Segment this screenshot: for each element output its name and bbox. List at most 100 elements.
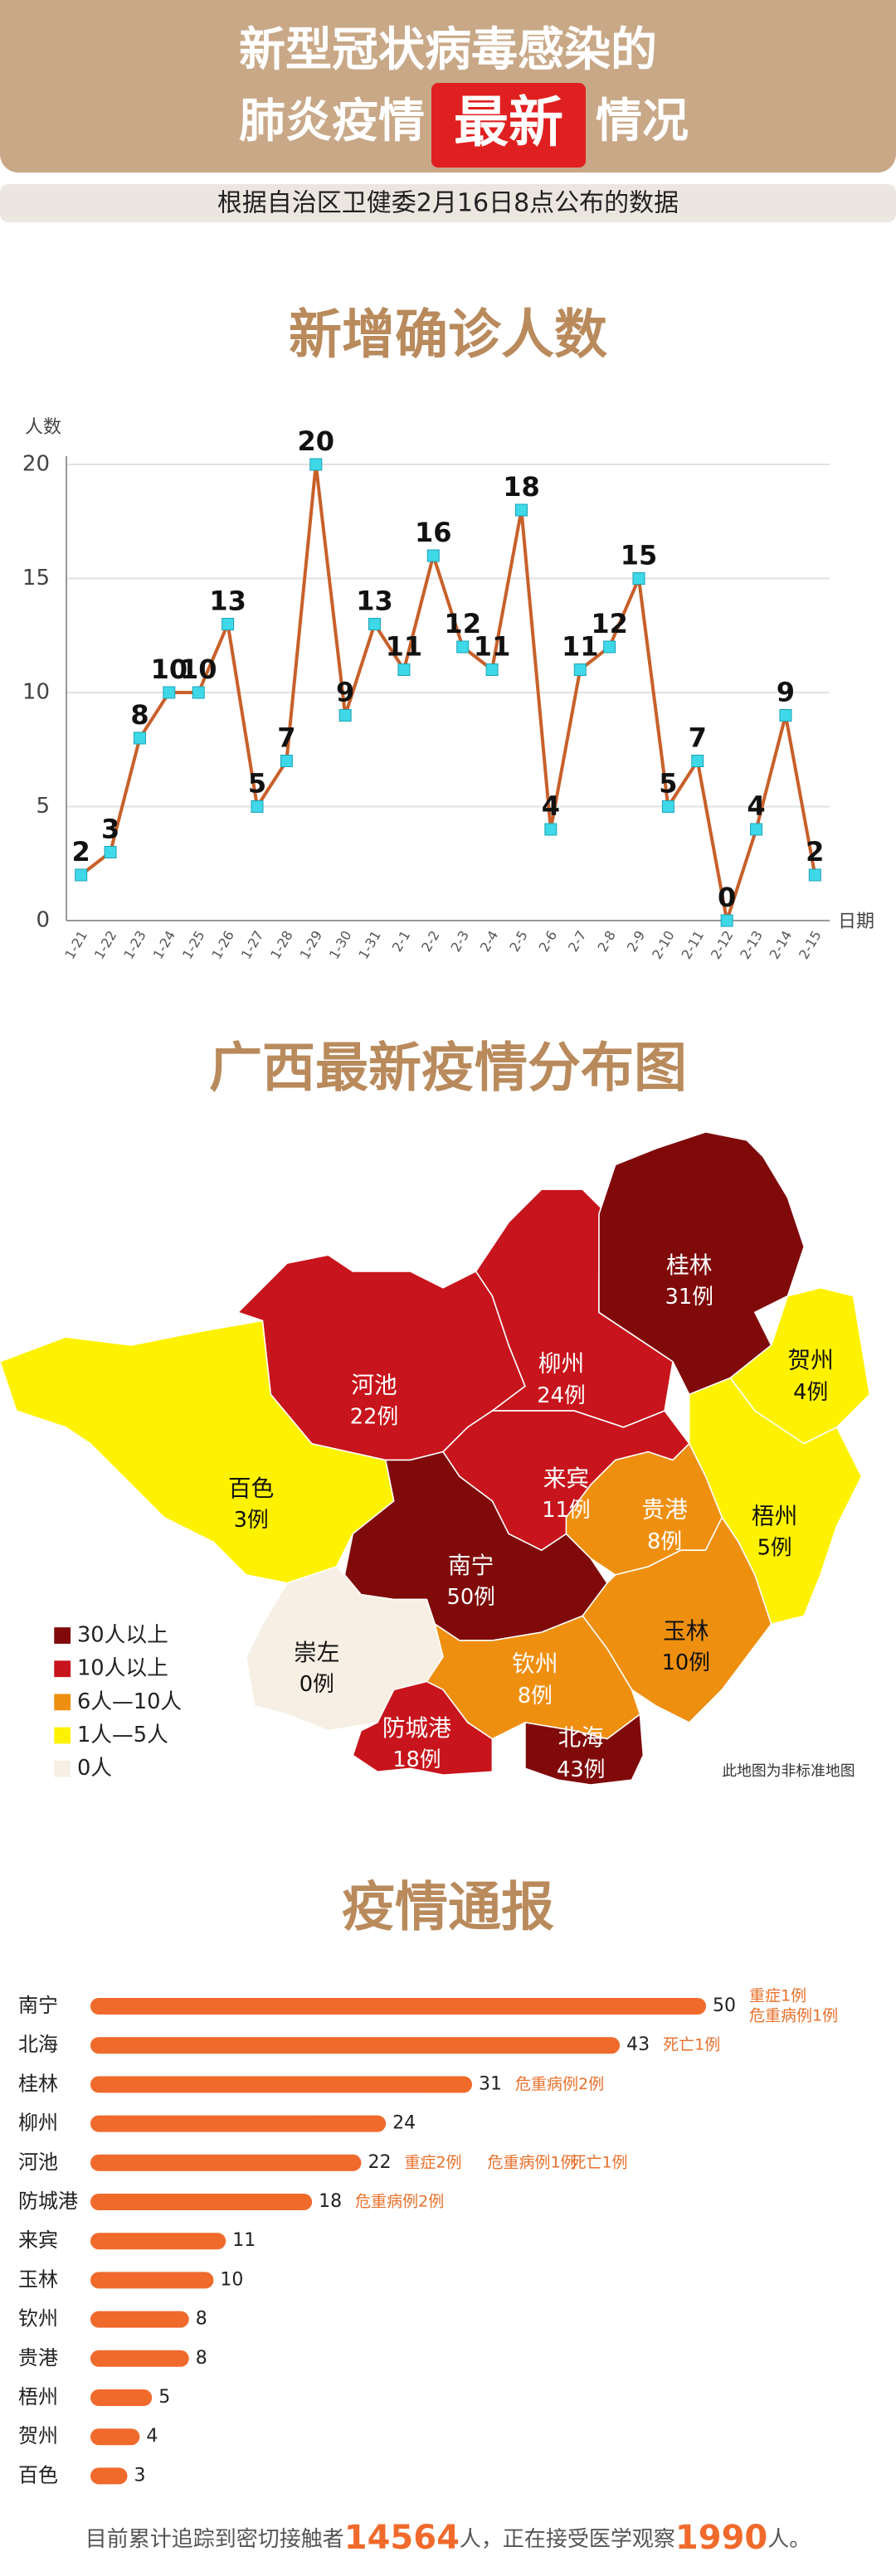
- region-cases: 22例: [350, 1404, 398, 1429]
- subtitle-bg: [0, 184, 896, 222]
- category-label: 来宾: [18, 2228, 58, 2252]
- region-cases: 8例: [518, 1684, 553, 1708]
- footer-number: 14564: [344, 2519, 460, 2557]
- value-label: 8: [196, 2309, 207, 2330]
- y-tick-label: 15: [22, 566, 50, 591]
- region-name: 南宁: [448, 1552, 494, 1579]
- marker: [192, 686, 205, 699]
- bar: [90, 2467, 128, 2485]
- region-name: 崇左: [294, 1639, 339, 1666]
- region-cases: 43例: [557, 1757, 605, 1782]
- bar: [90, 2076, 473, 2093]
- data-label: 0: [718, 882, 736, 913]
- bar: [90, 2350, 189, 2367]
- bar: [90, 2272, 214, 2289]
- region-cases: 5例: [757, 1536, 792, 1561]
- data-label: 7: [689, 722, 707, 754]
- marker: [222, 618, 235, 630]
- category-label: 北海: [18, 2033, 58, 2056]
- footer-text: 人。: [767, 2527, 811, 2552]
- data-label: 12: [591, 608, 628, 639]
- data-label: 10: [151, 654, 188, 685]
- data-label: 8: [130, 699, 149, 731]
- bar: [90, 2428, 140, 2446]
- legend-label: 0人: [77, 1756, 112, 1781]
- map-title: 广西最新疫情分布图: [209, 1038, 687, 1100]
- region-name: 百色: [228, 1475, 274, 1502]
- footer: 目前累计追踪到密切接触者14564人，正在接受医学观察1990人。: [85, 2519, 811, 2557]
- line: [80, 464, 817, 921]
- marker: [251, 800, 264, 813]
- category-label: 南宁: [18, 1994, 58, 2017]
- region-cases: 3例: [234, 1508, 269, 1533]
- data-label: 4: [747, 790, 765, 822]
- y-tick-label: 10: [22, 680, 50, 705]
- annotation: 死亡1例: [663, 2036, 720, 2054]
- data-label: 13: [209, 586, 246, 617]
- marker: [338, 709, 352, 722]
- annotation: 危重病例2例: [515, 2075, 604, 2093]
- region-name: 贺州: [787, 1347, 833, 1374]
- category-label: 贵港: [18, 2346, 58, 2369]
- title-highlight: 最新: [454, 90, 563, 154]
- value-label: 22: [368, 2152, 391, 2173]
- region: [0, 1320, 395, 1584]
- value-label: 24: [392, 2113, 416, 2134]
- footer-number: 1990: [675, 2519, 767, 2557]
- bar: [90, 2233, 226, 2250]
- marker: [368, 618, 382, 630]
- region-cases: 18例: [392, 1747, 441, 1772]
- annotation: 死亡1例: [570, 2153, 627, 2171]
- data-label: 11: [474, 631, 511, 663]
- annotation: 重症1例: [749, 1987, 806, 2005]
- region-cases: 10例: [662, 1650, 710, 1675]
- category-label: 梧州: [18, 2385, 58, 2408]
- y-tick-label: 20: [22, 452, 50, 477]
- annotation: 危重病例2例: [355, 2193, 444, 2211]
- data-label: 12: [444, 608, 481, 639]
- legend-swatch: [54, 1627, 71, 1644]
- marker: [603, 640, 616, 654]
- category-label: 柳州: [18, 2112, 58, 2135]
- data-label: 7: [277, 722, 295, 754]
- highlight-box: [431, 83, 586, 168]
- data-label: 2: [806, 836, 824, 868]
- marker: [397, 663, 411, 676]
- data-label: 2: [72, 836, 90, 868]
- legend-label: 1人—5人: [77, 1723, 168, 1747]
- region-cases: 24例: [537, 1383, 585, 1408]
- data-label: 5: [248, 768, 266, 800]
- marker: [632, 572, 645, 585]
- data-label: 18: [503, 471, 540, 503]
- category-label: 防城港: [18, 2190, 78, 2213]
- marker: [104, 846, 117, 858]
- region-name: 梧州: [752, 1503, 797, 1530]
- region-name: 贵港: [641, 1496, 688, 1524]
- marker: [485, 663, 499, 676]
- data-label: 9: [777, 677, 795, 708]
- region: [352, 1680, 494, 1776]
- annotation: 危重病例1例: [487, 2153, 576, 2171]
- marker: [691, 755, 704, 767]
- data-label: 16: [415, 517, 452, 548]
- region: [598, 1131, 806, 1396]
- legend-label: 10人以上: [77, 1656, 168, 1681]
- value-label: 3: [134, 2465, 146, 2486]
- x-axis-label: 日期: [838, 911, 874, 932]
- footer-text: 人，正在接受医学观察: [460, 2527, 675, 2552]
- marker: [544, 823, 558, 836]
- legend-swatch: [54, 1760, 71, 1777]
- marker: [661, 800, 674, 813]
- category-label: 玉林: [18, 2267, 58, 2291]
- category-label: 贺州: [18, 2424, 58, 2447]
- marker: [280, 755, 293, 767]
- region-name: 柳州: [538, 1350, 584, 1378]
- bar: [90, 1998, 706, 2015]
- category-label: 百色: [18, 2463, 58, 2486]
- value-label: 50: [713, 1995, 736, 2016]
- region-cases: 4例: [793, 1380, 828, 1405]
- region-name: 玉林: [663, 1617, 709, 1645]
- y-tick-label: 0: [36, 908, 50, 933]
